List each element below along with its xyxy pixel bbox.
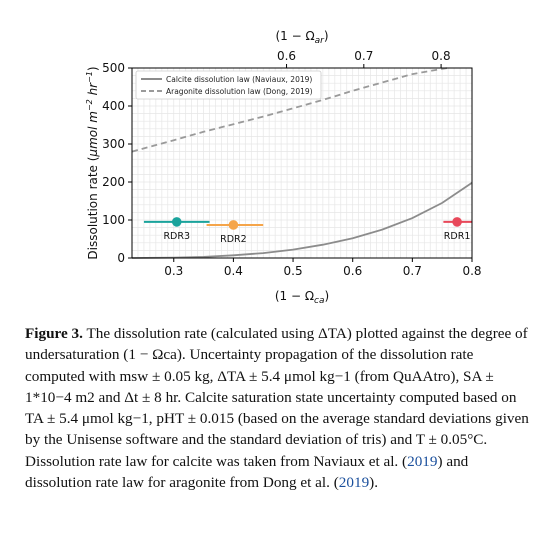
x-tick-label: 0.6: [343, 264, 362, 278]
point-label-rdr1: RDR1: [444, 231, 471, 242]
caption-reference-naviaux-year[interactable]: 2019: [407, 452, 438, 470]
x-tick-label: 0.4: [224, 264, 243, 278]
caption-figure-label: Figure 3.: [25, 325, 83, 342]
y-tick-label: 200: [102, 175, 125, 189]
x-tick-label: 0.5: [284, 264, 303, 278]
point-rdr3: [171, 217, 182, 227]
legend-label-calcite: Calcite dissolution law (Naviaux, 2019): [166, 75, 312, 84]
point-label-rdr3: RDR3: [163, 231, 190, 242]
legend-box: [135, 70, 322, 100]
legend-label-aragonite: Aragonite dissolution law (Dong, 2019): [166, 87, 313, 96]
point-label-rdr2: RDR2: [220, 234, 247, 245]
y-tick-label: 100: [102, 213, 125, 227]
y-tick-label: 400: [102, 99, 125, 113]
y-tick-label: 0: [117, 251, 125, 265]
x-tick-label: 0.8: [462, 264, 481, 278]
point-rdr2: [228, 220, 239, 230]
x-tick-label: 0.7: [403, 264, 422, 278]
x-tick-label: 0.3: [164, 264, 183, 278]
x-top-tick-label: 0.8: [432, 49, 451, 63]
x-top-tick-label: 0.6: [277, 49, 296, 63]
legend: Calcite dissolution law (Naviaux, 2019) …: [135, 70, 322, 100]
caption-text-end: ).: [369, 474, 379, 492]
series-lines: [131, 67, 473, 259]
caption-text-cont: ) and dissolution rate law for aragonite…: [25, 452, 469, 492]
x-top-tick-label: 0.7: [354, 49, 373, 63]
y-tick-label: 300: [102, 137, 125, 151]
calcite-curve: [131, 182, 473, 259]
grid: [132, 68, 472, 258]
caption-text: The dissolution rate (calculated using Δ…: [25, 325, 529, 470]
caption-reference-dong-year[interactable]: 2019: [338, 474, 370, 492]
axis-ticks: 0.3 0.4 0.5 0.6 0.7 0.8 0 100 200 300 400 500 0.6 0.7…: [102, 49, 481, 278]
y-tick-label: 500: [102, 61, 125, 75]
figure-caption: Figure 3. The dissolution rate (calculat…: [25, 323, 530, 493]
dissolution-rate-chart: RDR3 RDR2 RDR1 0.3 0.4 0.5 0.6 0.7 0.8 0 100 200 30…: [85, 29, 482, 306]
y-axis-label: Dissolution rate (μmol m−2 hr−1): [85, 66, 100, 259]
plot-frame: [131, 67, 473, 259]
x-top-axis-label: (1 − Ωar): [275, 29, 328, 46]
x-axis-label: (1 − Ωca): [275, 289, 329, 306]
data-points: RDR3 RDR2 RDR1: [143, 217, 472, 245]
aragonite-curve: [131, 67, 449, 153]
point-rdr1: [452, 217, 462, 227]
